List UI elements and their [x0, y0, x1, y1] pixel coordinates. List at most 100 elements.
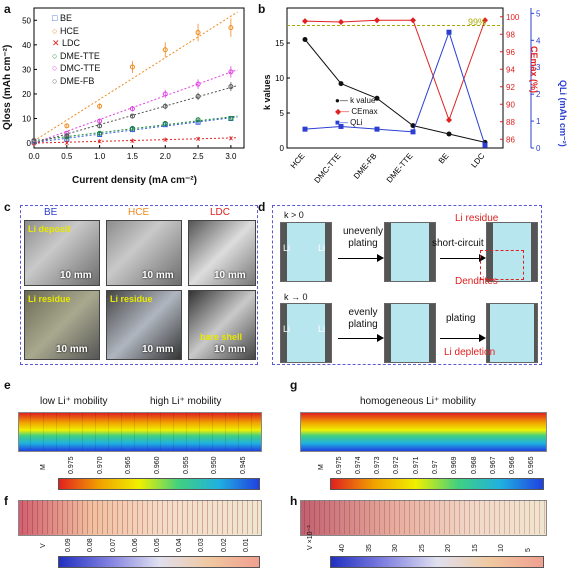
panel-b-chart: 0 5 10 15 86 88 90 92 94 96 98 100 0 1 2 3 4 5 HCE DMC-TTE D…	[275, 7, 541, 185]
category-label: LDC	[469, 151, 486, 169]
k-point	[410, 123, 416, 129]
panel-c-col-hce: HCE	[128, 207, 150, 218]
li-label-4: Li	[318, 324, 326, 334]
annotation-li-deposit: Li deposit	[28, 224, 71, 234]
panel-b-label: b	[258, 2, 266, 16]
panel-e-unit: M	[40, 464, 47, 470]
panel-f-ticks: 0.09 0.08 0.07 0.06 0.05 0.04 0.03 0.02 0.01	[58, 538, 258, 555]
legend-label: DME-TTE	[59, 50, 100, 61]
point-dme-fb	[64, 133, 70, 139]
colorbar-tick-label: 0.967	[489, 456, 497, 474]
y-tick-label: 20	[22, 90, 31, 99]
colorbar-tick-label: 0.974	[354, 456, 362, 474]
panel-b-reference-label: 99%	[468, 17, 487, 27]
colorbar-tick-label: 0.03	[198, 538, 206, 552]
step-short-circuit: short-circuit	[432, 238, 484, 249]
ce-point	[446, 117, 452, 123]
panel-f-field	[18, 500, 262, 536]
q-tick-label: 0	[536, 144, 541, 153]
panel-e-colorbar	[58, 478, 260, 490]
right-tick-label: 92	[506, 83, 515, 92]
legend-item-dme-fb: ○ DME-FB	[52, 75, 100, 88]
point-dme-fb	[97, 123, 103, 129]
annotation-bare-shell: bare shell	[200, 332, 243, 342]
photo-be-bottom	[24, 290, 100, 360]
x-tick-label: 0.0	[28, 152, 40, 161]
colorbar-tick-label: 0.08	[87, 538, 95, 552]
panel-h-streamlines	[300, 500, 545, 534]
arrow-3	[338, 334, 384, 342]
colorbar-tick-label: 0.02	[220, 538, 228, 552]
category-label: HCE	[289, 152, 307, 171]
point-dmc-tte	[228, 69, 234, 75]
legend-item-dme-tte: ○ DME-TTE	[52, 50, 100, 63]
cell-initial-top	[280, 222, 332, 282]
legend-marker: ○	[52, 25, 60, 36]
point-ldc: ✕	[162, 137, 168, 144]
legend-marker: ✕	[52, 38, 63, 48]
colorbar-tick-label: 0.05	[154, 538, 161, 552]
colorbar-tick-label: 30	[392, 544, 400, 552]
k-positive-label: k > 0	[284, 210, 304, 220]
panel-g-field	[300, 412, 547, 452]
label-li-depletion: Li depletion	[444, 347, 496, 358]
colorbar-tick-label: 0.960	[154, 456, 161, 474]
panel-g-ticks: 0.975 0.974 0.973 0.972 0.971 0.97 0.969 0.968 0…	[330, 456, 542, 477]
legend-marker: ○	[52, 63, 60, 73]
colorbar-tick-label: 20	[445, 544, 453, 552]
colorbar-tick-label: 0.975	[68, 456, 76, 474]
panel-h-unit-v: V	[307, 545, 314, 550]
point-dmc-tte	[195, 81, 201, 87]
legend-q: QLi	[350, 118, 363, 127]
panel-b-ylabel-left: k values	[262, 74, 272, 110]
photo-hce-bottom	[106, 290, 182, 360]
y-tick-label: 50	[22, 16, 31, 25]
arrow-4	[440, 334, 486, 342]
annotation-li-residue-be: Li residue	[28, 294, 71, 304]
point-ldc: ✕	[130, 139, 136, 146]
point-hce	[97, 103, 103, 109]
colorbar-tick-label: 0.07	[109, 538, 117, 552]
step-unevenly-plating: unevenly plating	[342, 226, 384, 249]
cell-short-circuit	[486, 222, 538, 282]
point-dme-fb	[129, 113, 135, 119]
q-point	[446, 29, 452, 35]
colorbar-tick-label: 0.969	[451, 456, 459, 474]
photo-ldc-bottom	[188, 290, 256, 360]
cell-depleted	[486, 303, 538, 363]
left-tick-label: 15	[275, 39, 284, 48]
point-hce	[195, 30, 201, 36]
arrow-1	[338, 254, 384, 262]
panel-g-title: homogeneous Li⁺ mobility	[360, 396, 476, 407]
k-point	[446, 131, 452, 137]
panel-g-label: g	[290, 378, 298, 392]
label-dendrites: Dendrites	[455, 276, 498, 287]
panel-e-left-title: low Li⁺ mobility	[40, 396, 108, 407]
right-tick-label: 90	[506, 100, 515, 109]
legend-label: HCE	[59, 25, 79, 36]
ce-point	[338, 19, 344, 25]
panel-c-col-ldc: LDC	[210, 207, 231, 218]
point-dmc-tte	[162, 91, 168, 97]
colorbar-tick-label: 0.01	[242, 538, 250, 552]
q-tick-label: 3	[536, 63, 541, 72]
q-point	[482, 142, 488, 148]
colorbar-tick-label: 0.971	[412, 456, 420, 474]
scale-be-top: 10 mm	[60, 270, 92, 281]
colorbar-tick-label: 0.965	[528, 456, 536, 474]
panel-a-chart: 0.0 0.5 1.0 1.5 2.0 2.5 3.0 0 10 20 30 40 50 ✕ ✕ ✕ ✕ ✕ ✕ ✕	[22, 7, 245, 161]
right-tick-label: 98	[506, 30, 515, 39]
legend-label: DME-FB	[59, 75, 95, 86]
q-point	[374, 126, 380, 132]
panel-f-colorbar	[58, 556, 260, 568]
point-dmc-tte	[129, 106, 135, 112]
colorbar-tick-label: 0.975	[335, 456, 343, 474]
colorbar-tick-label: 0.945	[239, 456, 247, 474]
legend-k: k value	[350, 96, 376, 105]
legend-label: BE	[59, 13, 72, 23]
ce-point	[482, 17, 488, 24]
panel-a-label: a	[4, 2, 11, 16]
colorbar-tick-label: 40	[339, 544, 347, 552]
legend-item-hce: ○ HCE	[52, 25, 100, 38]
point-dme-fb	[162, 103, 168, 109]
